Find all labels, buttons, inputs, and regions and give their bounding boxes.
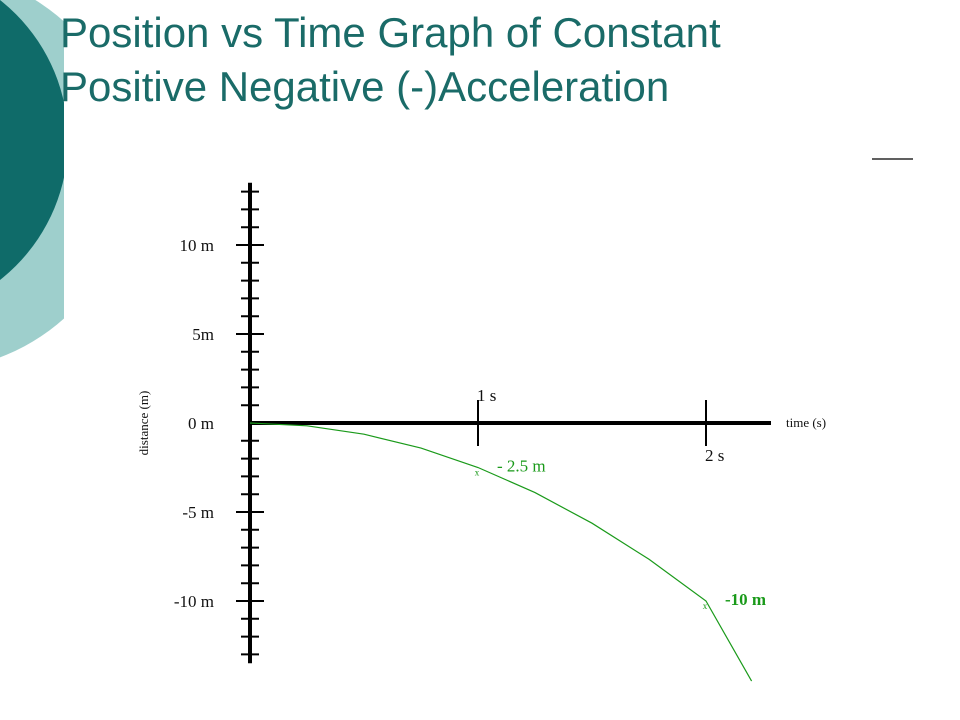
y-tick-label: -5 m xyxy=(182,503,214,522)
label-layer: 10 m 5m 0 m -5 m -10 m 1 s 2 s time (s) distance… xyxy=(136,236,826,611)
slide-title-line-2: Positive Negative (-)Acceleration xyxy=(60,63,670,110)
x-tick-label: 1 s xyxy=(477,386,496,405)
y-tick-label: 0 m xyxy=(188,414,214,433)
decor-circle-dark xyxy=(0,0,68,280)
data-point-marker: x xyxy=(703,601,708,611)
y-tick-label: -10 m xyxy=(174,592,214,611)
x-tick-label: 2 s xyxy=(705,446,724,465)
decor-edge-mask xyxy=(64,0,70,400)
data-point-label: -10 m xyxy=(725,590,766,609)
axes-layer xyxy=(236,182,771,664)
slide-decoration xyxy=(0,0,70,400)
x-axis-title: time (s) xyxy=(786,415,826,430)
y-tick-label: 10 m xyxy=(180,236,214,255)
slide-title-line-1: Position vs Time Graph of Constant xyxy=(60,9,721,56)
data-point-marker: x xyxy=(475,468,480,478)
slide-title: Position vs Time Graph of Constant Posit… xyxy=(60,6,940,114)
y-tick-label: 5m xyxy=(192,325,214,344)
series-layer: xx xyxy=(249,422,753,682)
data-point-label: - 2.5 m xyxy=(497,457,546,476)
series-line xyxy=(249,422,753,682)
y-axis-title: distance (m) xyxy=(136,391,151,456)
